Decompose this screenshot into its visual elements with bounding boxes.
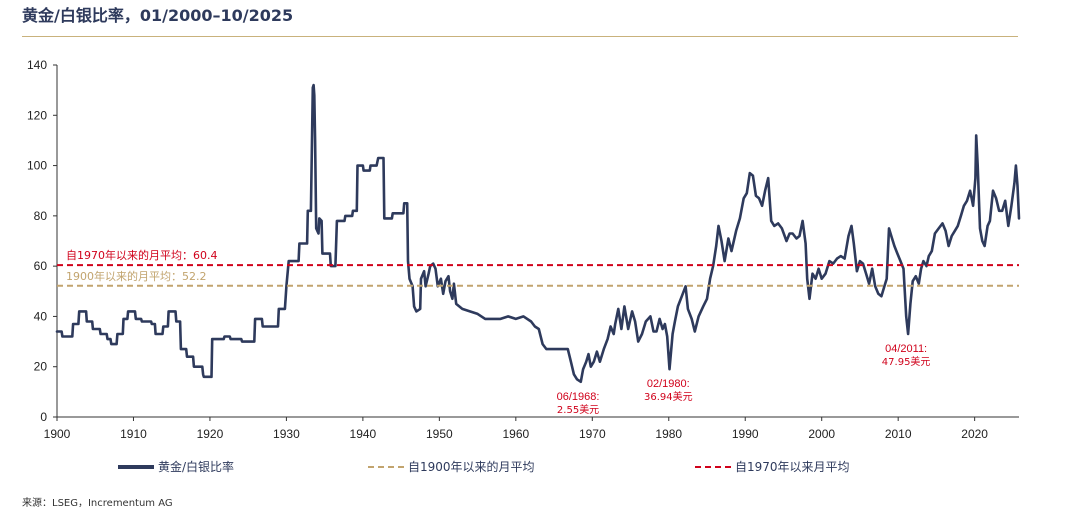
y-tick-label: 80	[34, 209, 48, 223]
x-tick-label: 1980	[655, 427, 682, 441]
y-tick-label: 140	[27, 58, 47, 72]
x-tick-label: 1970	[579, 427, 606, 441]
legend-item-mean-1900[interactable]: 自1900年以来的月平均	[368, 458, 535, 475]
annotation-date-2: 04/2011:	[885, 343, 927, 355]
x-tick-label: 1900	[44, 427, 71, 441]
annotation-date-0: 06/1968:	[557, 391, 600, 403]
x-tick-label: 1940	[350, 427, 377, 441]
x-tick-label: 1910	[120, 427, 147, 441]
x-tick-label: 2010	[885, 427, 912, 441]
annotation-value-0: 2.55美元	[557, 403, 599, 416]
series-line-gold-silver-ratio	[55, 83, 1021, 384]
y-tick-label: 0	[40, 410, 47, 424]
x-tick-label: 1920	[197, 427, 224, 441]
x-tick-label: 1930	[273, 427, 300, 441]
annotation-date-1: 02/1980:	[647, 378, 690, 390]
legend-swatch-mean-1900	[368, 465, 404, 468]
series-layer	[55, 83, 1021, 384]
chart-title: 黄金/白银比率，01/2000–10/2025	[22, 6, 294, 25]
x-tick-label: 1960	[502, 427, 529, 441]
legend-label-mean-1900: 自1900年以来的月平均	[408, 460, 535, 474]
annotations: 自1970年以来的月平均：60.4 1900年以来的月平均：52.2 06/1968…	[66, 248, 930, 416]
x-tick-label: 2000	[808, 427, 835, 441]
y-tick-label: 100	[27, 159, 47, 173]
mean-label-1900: 1900年以来的月平均：52.2	[66, 269, 207, 283]
x-tick-label: 2020	[961, 427, 988, 441]
legend-label-ratio: 黄金/白银比率	[158, 460, 235, 474]
x-tick-label: 1950	[426, 427, 453, 441]
mean-label-1970: 自1970年以来的月平均：60.4	[66, 248, 218, 262]
y-tick-label: 120	[27, 108, 47, 122]
legend-label-mean-1970: 自1970年以来月平均	[735, 460, 850, 474]
y-tick-label: 60	[34, 259, 48, 273]
legend-swatch-ratio	[118, 464, 154, 469]
y-tick-label: 40	[34, 309, 48, 323]
title-divider	[22, 36, 1018, 37]
annotation-value-1: 36.94美元	[644, 390, 693, 403]
y-tick-label: 20	[34, 360, 48, 374]
x-tick-label: 1990	[732, 427, 759, 441]
legend-item-ratio[interactable]: 黄金/白银比率	[118, 458, 234, 475]
annotation-value-2: 47.95美元	[882, 355, 931, 368]
axes: 0 20 40 60 80 100 120 140 1900 1910 1920 1930 1940 19…	[27, 58, 1019, 441]
legend-item-mean-1970[interactable]: 自1970年以来月平均	[695, 458, 850, 475]
legend-swatch-mean-1970	[695, 465, 731, 468]
mean-lines	[57, 264, 1019, 287]
source-note: 来源：LSEG，Incrementum AG	[22, 498, 173, 509]
